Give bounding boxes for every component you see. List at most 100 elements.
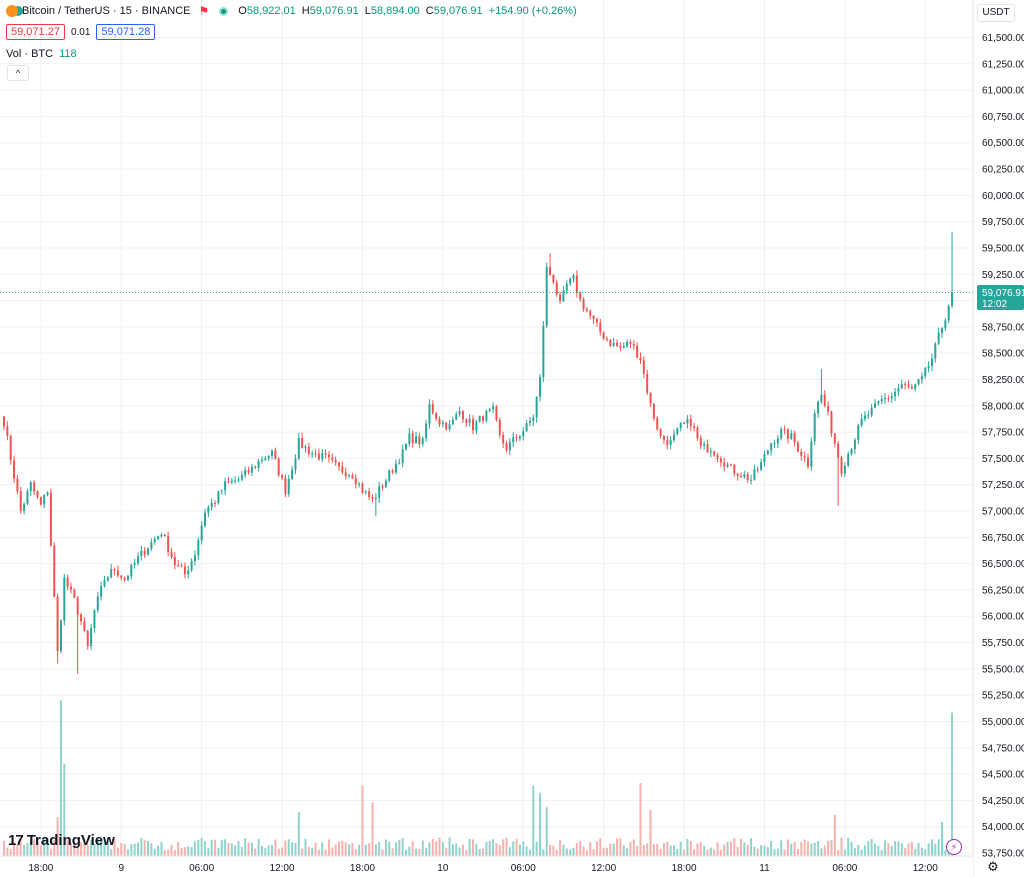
volume-bar <box>877 845 880 856</box>
volume-bar <box>803 839 806 856</box>
candle-body <box>247 470 250 473</box>
volume-bar <box>408 846 411 856</box>
candle-body <box>214 502 217 504</box>
candle-body <box>274 450 277 459</box>
candle-body <box>947 305 950 321</box>
tradingview-logo-icon: 17 <box>8 832 24 849</box>
candle-body <box>683 422 686 424</box>
candle-body <box>116 570 119 576</box>
volume-bar <box>475 844 478 856</box>
volume-bar <box>706 849 709 856</box>
volume-bar <box>552 845 555 856</box>
volume-legend[interactable]: Vol · BTC 118 <box>6 48 77 60</box>
volume-bar <box>626 848 629 856</box>
candle-body <box>153 538 156 543</box>
candle-body <box>482 416 485 421</box>
time-axis[interactable]: 18:00 9 06:00 12:00 18:00 10 06:00 12:00 18:00 11… <box>28 863 938 874</box>
tradingview-logo[interactable]: 17 TradingView <box>8 832 115 849</box>
price-change: +154.90 (+0.26%) <box>488 5 577 17</box>
flag-icon[interactable]: ⚑ <box>198 4 210 18</box>
price-tick-label: 54,750.00 <box>982 743 1024 754</box>
volume-bar <box>33 839 36 856</box>
candle-body <box>3 416 5 427</box>
volume-bar <box>126 849 129 856</box>
candle-body <box>632 343 635 346</box>
spread-value: 0.01 <box>70 26 91 38</box>
volume-bar <box>36 838 39 856</box>
volume-bar <box>850 842 853 856</box>
candle-body <box>559 294 562 302</box>
candle-body <box>73 589 76 598</box>
candle-body <box>307 446 310 454</box>
candle-body <box>505 443 508 451</box>
candle-body <box>478 416 481 422</box>
volume-bar <box>354 849 357 856</box>
candle-body <box>937 332 940 344</box>
candle-body <box>897 388 900 392</box>
chart-grid <box>0 0 973 856</box>
candle-body <box>167 536 170 553</box>
volume-bar <box>733 838 736 856</box>
volume-bar <box>116 847 119 856</box>
lightning-icon[interactable]: ⚡ <box>946 839 962 855</box>
volume-bar <box>167 849 170 856</box>
candle-body <box>163 534 166 537</box>
price-axis[interactable]: 61,500.00 61,250.00 61,000.00 60,750.00 60,5… <box>982 33 1024 860</box>
collapse-legend-button[interactable]: ^ <box>7 65 29 81</box>
candle-body <box>800 451 803 456</box>
volume-bar <box>619 838 622 856</box>
candle-body <box>629 341 632 344</box>
candle-body <box>173 557 176 566</box>
volume-bar <box>699 842 702 856</box>
sell-price-button[interactable]: 59,071.27 <box>6 24 65 40</box>
candle-body <box>910 386 913 389</box>
market-status-icon[interactable] <box>219 6 229 16</box>
volume-bar <box>461 844 464 856</box>
candle-body <box>29 482 32 492</box>
volume-bar <box>49 848 52 856</box>
volume-bar <box>438 837 441 856</box>
volume-bar <box>157 845 160 856</box>
candle-body <box>100 586 103 597</box>
volume-bar <box>267 845 270 856</box>
gear-icon[interactable]: ⚙ <box>987 859 999 874</box>
volume-bar <box>193 841 196 856</box>
volume-bar <box>492 839 495 856</box>
volume-bar <box>679 841 682 856</box>
volume-bar <box>689 840 692 856</box>
candle-body <box>150 542 153 549</box>
candle-body <box>284 477 287 494</box>
candle-body <box>813 413 816 442</box>
candle-body <box>90 628 93 647</box>
volume-bar <box>884 840 887 856</box>
candle-body <box>904 384 907 386</box>
symbol-title[interactable]: Bitcoin / TetherUS · 15 · BINANCE <box>22 5 191 17</box>
volume-bar <box>73 842 76 856</box>
volume-bar <box>837 849 840 856</box>
volume-bar <box>90 839 93 856</box>
candle-body <box>371 497 374 499</box>
candle-body <box>311 453 314 455</box>
price-tick-label: 61,500.00 <box>982 33 1024 44</box>
candle-body <box>853 439 856 450</box>
volume-bar <box>673 845 675 856</box>
volume-bar <box>518 844 521 856</box>
candle-body <box>900 384 903 389</box>
price-tick-label: 58,750.00 <box>982 322 1024 333</box>
buy-price-button[interactable]: 59,071.28 <box>96 24 156 40</box>
candle-body <box>793 433 796 443</box>
volume-bar <box>900 843 903 856</box>
time-tick-label: 06:00 <box>832 863 857 874</box>
volume-bar <box>743 842 746 856</box>
symbol-legend[interactable]: Bitcoin / TetherUS · 15 · BINANCE ⚑ O58,… <box>6 4 583 18</box>
volume-bar <box>773 849 776 856</box>
volume-bar <box>750 838 753 856</box>
candle-body <box>696 427 699 439</box>
volume-bar <box>820 848 823 856</box>
candle-body <box>713 451 716 456</box>
volume-bar <box>857 844 860 856</box>
volume-bar <box>321 842 324 856</box>
volume-bar <box>451 844 454 856</box>
currency-selector[interactable]: USDT <box>977 4 1015 22</box>
